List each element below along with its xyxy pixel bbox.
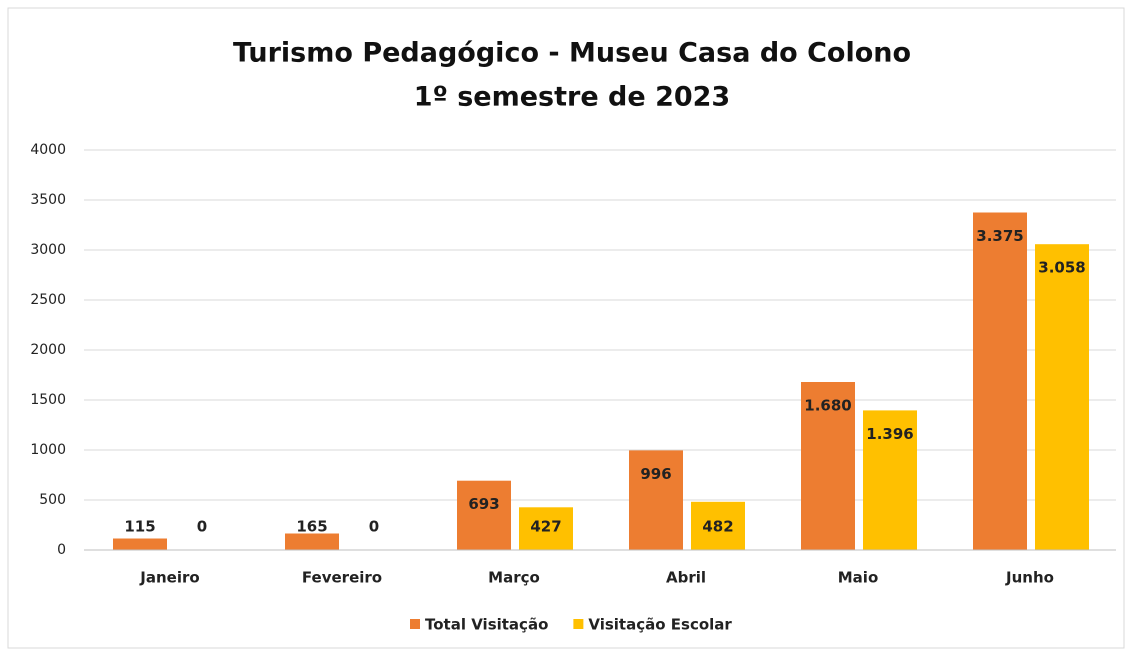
x-tick-label: Maio bbox=[838, 569, 879, 587]
legend-label: Total Visitação bbox=[425, 616, 548, 634]
value-label: 693 bbox=[468, 495, 499, 513]
bar bbox=[973, 212, 1027, 550]
x-tick-label: Janeiro bbox=[139, 569, 199, 587]
value-label: 3.058 bbox=[1038, 259, 1085, 277]
chart-subtitle: 1º semestre de 2023 bbox=[414, 82, 730, 113]
bar bbox=[629, 450, 683, 550]
bar bbox=[285, 533, 339, 550]
value-label: 482 bbox=[702, 518, 733, 536]
value-label: 0 bbox=[369, 518, 379, 536]
bar bbox=[801, 382, 855, 550]
y-tick-label: 3500 bbox=[30, 192, 66, 208]
y-tick-label: 4000 bbox=[30, 142, 66, 158]
bar bbox=[113, 538, 167, 550]
y-tick-label: 1000 bbox=[30, 442, 66, 458]
bar bbox=[519, 507, 573, 550]
value-label: 0 bbox=[197, 518, 207, 536]
chart-title: Turismo Pedagógico - Museu Casa do Colon… bbox=[233, 38, 911, 69]
value-label: 115 bbox=[124, 518, 155, 536]
legend-swatch bbox=[410, 619, 420, 629]
y-tick-label: 2000 bbox=[30, 342, 66, 358]
value-label: 1.680 bbox=[804, 397, 851, 415]
bar bbox=[1035, 244, 1089, 550]
bar bbox=[691, 501, 745, 550]
y-tick-label: 1500 bbox=[30, 392, 66, 408]
x-tick-label: Abril bbox=[666, 569, 706, 587]
x-tick-label: Junho bbox=[1005, 569, 1054, 587]
legend-label: Visitação Escolar bbox=[588, 616, 732, 634]
x-tick-label: Março bbox=[488, 569, 540, 587]
value-label: 3.375 bbox=[976, 227, 1023, 245]
value-label: 427 bbox=[530, 518, 561, 536]
y-tick-label: 3000 bbox=[30, 242, 66, 258]
legend-swatch bbox=[573, 619, 584, 629]
x-tick-label: Fevereiro bbox=[302, 569, 382, 587]
value-label: 1.396 bbox=[866, 425, 913, 443]
y-tick-label: 2500 bbox=[30, 292, 66, 308]
y-tick-label: 0 bbox=[57, 542, 66, 558]
bar bbox=[457, 480, 511, 550]
y-tick-label: 500 bbox=[39, 492, 66, 508]
bar bbox=[863, 410, 917, 550]
value-label: 165 bbox=[296, 518, 327, 536]
value-label: 996 bbox=[640, 465, 671, 483]
